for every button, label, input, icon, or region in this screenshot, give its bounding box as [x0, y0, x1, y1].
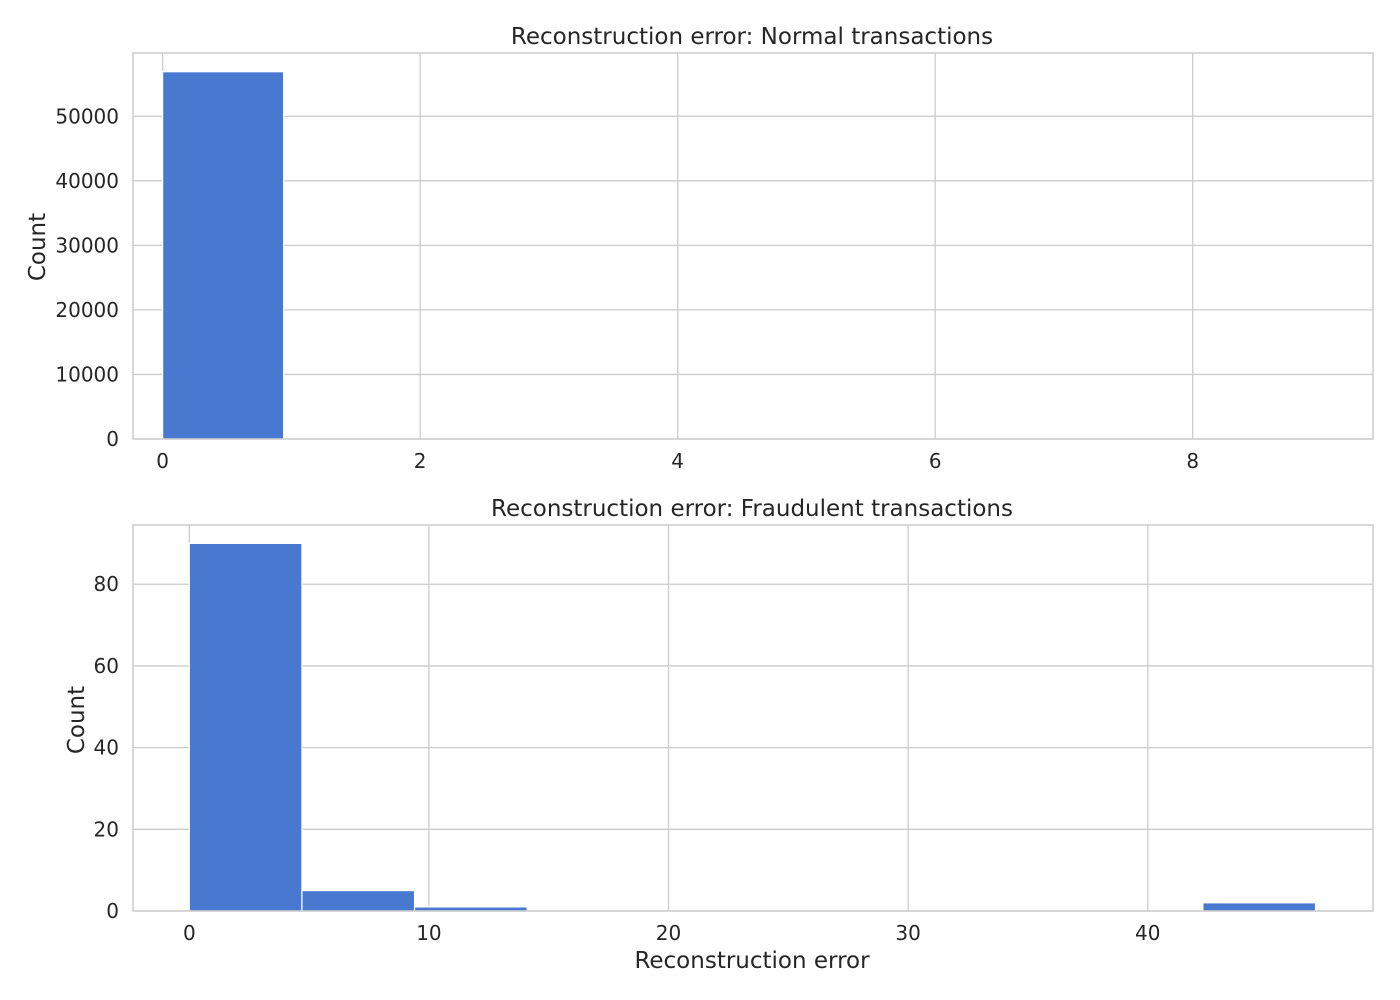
x-tick-label: 20 [656, 921, 681, 945]
y-tick-label: 60 [94, 654, 119, 678]
x-tick-label: 8 [1186, 449, 1199, 473]
y-tick-labels: 0 20 40 60 80 [94, 572, 119, 923]
fraudulent-transactions-panel: Reconstruction error: Fraudulent transac… [64, 496, 1374, 974]
x-tick-label: 0 [183, 921, 196, 945]
y-axis-label: Count [64, 686, 90, 754]
x-tick-label: 4 [671, 449, 684, 473]
plot-frame [132, 52, 1374, 440]
y-tick-label: 0 [106, 427, 119, 451]
chart-title: Reconstruction error: Normal transaction… [511, 24, 993, 50]
y-tick-label: 50000 [55, 104, 119, 128]
y-tick-label: 20 [94, 817, 119, 841]
x-tick-label: 30 [895, 921, 920, 945]
x-tick-label: 0 [156, 449, 169, 473]
x-tick-labels: 0 10 20 30 40 [183, 921, 1161, 945]
grid-lines [133, 525, 1373, 912]
chart-title: Reconstruction error: Fraudulent transac… [491, 496, 1013, 522]
y-tick-label: 40000 [55, 169, 119, 193]
histogram-bar [188, 542, 303, 912]
x-tick-label: 2 [414, 449, 427, 473]
y-tick-label: 40 [94, 736, 119, 760]
histogram-bars [188, 542, 1317, 912]
histogram-bar [301, 889, 416, 912]
normal-transactions-panel: Reconstruction error: Normal transaction… [25, 24, 1374, 473]
x-axis-label: Reconstruction error [634, 948, 870, 974]
y-tick-label: 20000 [55, 298, 119, 322]
x-tick-label: 6 [929, 449, 942, 473]
histogram-bars [162, 71, 285, 440]
y-tick-label: 0 [106, 899, 119, 923]
y-tick-labels: 0 10000 20000 30000 40000 50000 [55, 104, 119, 451]
x-tick-label: 10 [416, 921, 441, 945]
y-tick-label: 30000 [55, 233, 119, 257]
y-tick-label: 10000 [55, 362, 119, 386]
plot-frame [132, 524, 1374, 912]
y-tick-label: 80 [94, 572, 119, 596]
x-tick-label: 40 [1135, 921, 1160, 945]
x-tick-labels: 0 2 4 6 8 [156, 449, 1199, 473]
histogram-bar [1202, 902, 1317, 912]
y-axis-label: Count [25, 213, 51, 281]
grid-lines [133, 53, 1373, 440]
histogram-bar [162, 71, 285, 440]
